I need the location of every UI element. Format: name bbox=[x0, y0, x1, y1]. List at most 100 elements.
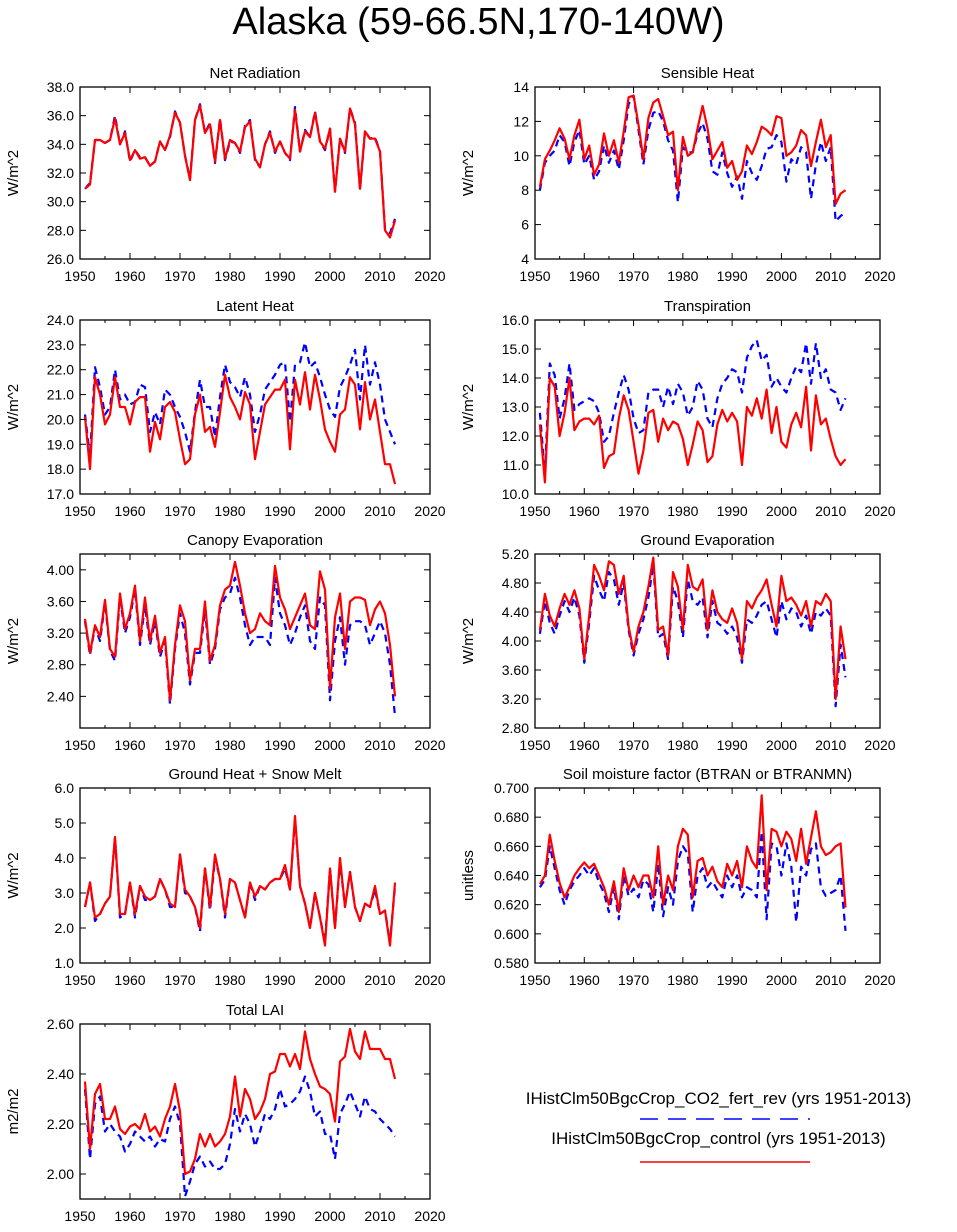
series-line-control bbox=[83, 1027, 397, 1176]
panel-net-radiation: 1950 1960 1970 1980 1990 2000 2010 2020 26.0 28.0… bbox=[5, 65, 446, 284]
y-tick-label: 14 bbox=[513, 79, 529, 95]
y-tick-label: 12.0 bbox=[502, 428, 529, 444]
x-tick-label: 1970 bbox=[618, 503, 649, 519]
x-tick-label: 2000 bbox=[766, 268, 797, 284]
x-tick-label: 1980 bbox=[214, 1208, 245, 1224]
y-tick-label: 20.0 bbox=[47, 411, 74, 427]
y-tick-label: 14.0 bbox=[502, 370, 529, 386]
y-tick-label: 3.20 bbox=[502, 691, 529, 707]
plot-frame bbox=[79, 1023, 431, 1200]
x-tick-label: 2000 bbox=[314, 1208, 345, 1224]
x-tick-label: 1980 bbox=[667, 503, 698, 519]
x-tick-label: 2020 bbox=[414, 503, 445, 519]
y-tick-label: 10 bbox=[513, 148, 529, 164]
y-tick-label: 23.0 bbox=[47, 337, 74, 353]
x-tick-label: 2010 bbox=[364, 972, 395, 988]
x-tick-label: 1970 bbox=[618, 737, 649, 753]
y-tick-label: 5.0 bbox=[55, 815, 75, 831]
y-tick-label: 10.0 bbox=[502, 486, 529, 502]
legend-label-co2-fert-rev: IHistClm50BgcCrop_CO2_fert_rev (yrs 1951… bbox=[525, 1089, 912, 1108]
x-tick-label: 1970 bbox=[164, 972, 195, 988]
x-tick-label: 1990 bbox=[264, 1208, 295, 1224]
panel-title: Total LAI bbox=[226, 1002, 284, 1019]
panel-canopy-evaporation: 1950 1960 1970 1980 1990 2000 2010 2020 2.40 2.80… bbox=[5, 532, 446, 753]
x-tick-label: 1950 bbox=[519, 737, 550, 753]
y-axis-label: W/m^2 bbox=[460, 618, 477, 664]
series-line-control bbox=[83, 371, 397, 485]
x-tick-label: 1950 bbox=[64, 737, 95, 753]
x-tick-label: 1980 bbox=[214, 737, 245, 753]
x-tick-label: 2000 bbox=[314, 972, 345, 988]
y-tick-label: 4.0 bbox=[55, 850, 75, 866]
panel-title: Soil moisture factor (BTRAN or BTRANMN) bbox=[563, 766, 852, 783]
y-tick-label: 17.0 bbox=[47, 486, 74, 502]
series-line-control bbox=[84, 104, 397, 239]
x-tick-label: 1960 bbox=[114, 268, 145, 284]
x-tick-label: 2010 bbox=[815, 503, 846, 519]
x-tick-label: 1970 bbox=[618, 972, 649, 988]
x-tick-label: 1950 bbox=[64, 503, 95, 519]
y-axis-label: W/m^2 bbox=[460, 384, 477, 430]
plot-frame bbox=[79, 787, 431, 964]
x-tick-label: 1980 bbox=[214, 503, 245, 519]
y-tick-label: 34.0 bbox=[47, 136, 74, 152]
x-tick-label: 2010 bbox=[815, 972, 846, 988]
x-tick-label: 1970 bbox=[164, 1208, 195, 1224]
series-line-control bbox=[538, 94, 847, 206]
y-tick-label: 2.40 bbox=[47, 688, 74, 704]
y-tick-label: 0.640 bbox=[494, 868, 529, 884]
figure-title: Alaska (59-66.5N,170-140W) bbox=[232, 1, 725, 43]
x-tick-label: 1970 bbox=[164, 737, 195, 753]
panel-title: Sensible Heat bbox=[661, 65, 755, 82]
x-tick-label: 1960 bbox=[569, 972, 600, 988]
y-tick-label: 21.0 bbox=[47, 387, 74, 403]
x-tick-label: 2000 bbox=[314, 737, 345, 753]
x-tick-label: 1960 bbox=[114, 1208, 145, 1224]
series-line-control bbox=[83, 814, 397, 947]
x-tick-label: 1990 bbox=[264, 268, 295, 284]
y-tick-label: 0.700 bbox=[494, 780, 529, 796]
x-tick-label: 1960 bbox=[114, 737, 145, 753]
y-tick-label: 6 bbox=[521, 217, 529, 233]
x-tick-label: 2000 bbox=[766, 503, 797, 519]
y-tick-label: 11.0 bbox=[503, 457, 529, 473]
y-tick-label: 2.80 bbox=[502, 720, 529, 736]
x-tick-label: 1960 bbox=[569, 503, 600, 519]
x-tick-label: 1980 bbox=[667, 737, 698, 753]
y-tick-label: 3.60 bbox=[502, 662, 529, 678]
panel-ground-evaporation: 1950 1960 1970 1980 1990 2000 2010 2020 2.80 3.20… bbox=[460, 532, 896, 753]
y-tick-label: 2.80 bbox=[47, 657, 74, 673]
x-tick-label: 1950 bbox=[519, 503, 550, 519]
y-tick-label: 38.0 bbox=[47, 79, 74, 95]
x-tick-label: 2020 bbox=[414, 268, 445, 284]
y-tick-label: 0.600 bbox=[494, 926, 529, 942]
y-tick-label: 6.0 bbox=[55, 780, 75, 796]
x-tick-label: 1990 bbox=[717, 737, 748, 753]
y-tick-label: 24.0 bbox=[47, 312, 74, 328]
plot-frame bbox=[79, 553, 431, 729]
plot-frame bbox=[79, 86, 431, 260]
y-tick-label: 1.0 bbox=[55, 955, 75, 971]
x-tick-label: 2000 bbox=[314, 503, 345, 519]
y-tick-label: 19.0 bbox=[47, 436, 74, 452]
y-tick-label: 32.0 bbox=[47, 165, 74, 181]
y-tick-label: 36.0 bbox=[47, 108, 74, 124]
x-tick-label: 2010 bbox=[364, 1208, 395, 1224]
x-tick-label: 2000 bbox=[314, 268, 345, 284]
panel-title: Ground Evaporation bbox=[640, 532, 774, 549]
panel-title: Canopy Evaporation bbox=[187, 532, 323, 549]
y-axis-label: m2/m2 bbox=[5, 1089, 22, 1135]
x-tick-label: 2020 bbox=[864, 268, 895, 284]
y-tick-label: 4 bbox=[521, 251, 529, 267]
x-tick-label: 2020 bbox=[414, 737, 445, 753]
y-tick-label: 3.20 bbox=[47, 625, 74, 641]
panel-title: Net Radiation bbox=[210, 65, 301, 82]
x-tick-label: 1980 bbox=[667, 972, 698, 988]
x-tick-label: 1980 bbox=[667, 268, 698, 284]
y-axis-label: W/m^2 bbox=[5, 852, 22, 898]
x-tick-label: 1970 bbox=[164, 268, 195, 284]
x-tick-label: 1950 bbox=[64, 1208, 95, 1224]
y-tick-label: 0.660 bbox=[494, 838, 529, 854]
x-tick-label: 2020 bbox=[414, 1208, 445, 1224]
y-tick-label: 5.20 bbox=[502, 546, 529, 562]
